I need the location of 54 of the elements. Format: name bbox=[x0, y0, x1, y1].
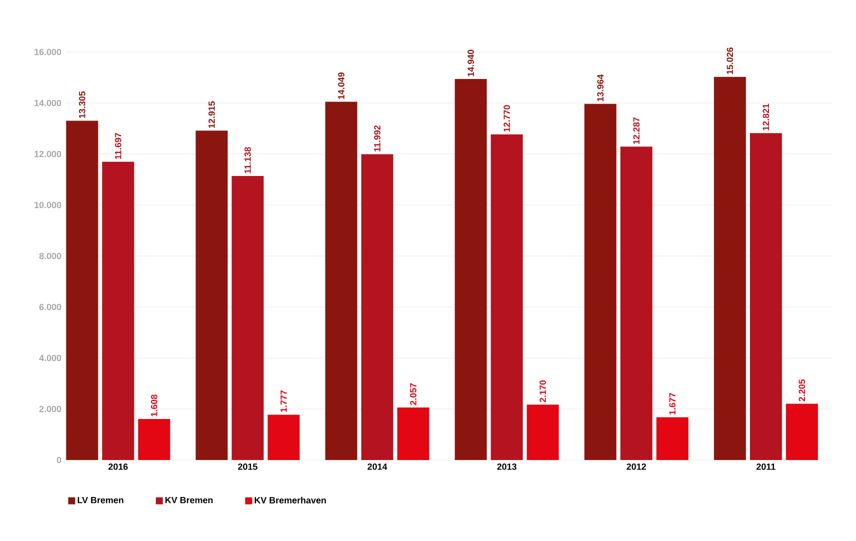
y-tick-label: 16.000 bbox=[34, 48, 62, 56]
x-tick-label: 2012 bbox=[626, 464, 646, 470]
bar bbox=[454, 79, 487, 460]
bar bbox=[750, 133, 782, 460]
y-tick-label: 4.000 bbox=[39, 354, 62, 362]
x-tick-label: 2011 bbox=[756, 464, 776, 470]
bar bbox=[66, 120, 98, 460]
y-tick-label: 2.000 bbox=[39, 406, 62, 412]
bar bbox=[656, 417, 688, 460]
y-tick-label: 0 bbox=[56, 456, 62, 464]
bar bbox=[196, 130, 228, 460]
bar bbox=[714, 76, 746, 460]
data-label: 12.770 bbox=[504, 105, 510, 132]
bar bbox=[232, 176, 264, 460]
legend-label: KV Bremerhaven bbox=[254, 496, 326, 504]
data-label: 2.205 bbox=[798, 379, 806, 402]
data-label: 2.057 bbox=[410, 383, 416, 406]
legend-label: KV Bremen bbox=[165, 496, 213, 504]
legend-label: LV Bremen bbox=[78, 496, 124, 504]
bar bbox=[526, 404, 559, 460]
bar bbox=[361, 154, 394, 460]
y-tick-label: 12.000 bbox=[34, 150, 62, 158]
x-tick-label: 2013 bbox=[497, 464, 516, 470]
data-label: 13.964 bbox=[597, 74, 604, 102]
data-label: 11.138 bbox=[244, 147, 251, 174]
data-label: 12.821 bbox=[762, 104, 770, 130]
bar bbox=[786, 404, 818, 460]
y-tick-label: 6.000 bbox=[39, 304, 62, 310]
data-label: 11.992 bbox=[374, 125, 380, 152]
data-label: 1.608 bbox=[150, 394, 158, 416]
x-tick-label: 2016 bbox=[108, 464, 128, 470]
data-label: 11.697 bbox=[114, 132, 122, 159]
data-label: 14.940 bbox=[468, 50, 474, 76]
x-tick-label: 2014 bbox=[368, 464, 388, 470]
x-tick-label: 2015 bbox=[238, 464, 258, 470]
data-label: 2.170 bbox=[540, 380, 546, 402]
bar bbox=[138, 418, 170, 460]
bar bbox=[268, 414, 300, 460]
data-label: 14.049 bbox=[338, 72, 344, 99]
bar bbox=[102, 162, 134, 460]
bar bbox=[620, 146, 652, 460]
bar bbox=[584, 104, 616, 460]
y-tick-label: 8.000 bbox=[39, 252, 62, 260]
bar bbox=[325, 102, 358, 460]
data-label: 12.287 bbox=[633, 117, 640, 144]
y-tick-label: 14.000 bbox=[34, 100, 62, 106]
data-label: 1.677 bbox=[669, 392, 676, 414]
data-label: 12.915 bbox=[208, 101, 215, 128]
bar bbox=[397, 408, 430, 460]
bar bbox=[490, 134, 523, 460]
data-label: 1.777 bbox=[280, 390, 287, 412]
data-label: 15.026 bbox=[726, 48, 734, 74]
data-label: 13.305 bbox=[78, 91, 86, 118]
y-tick-label: 10.000 bbox=[34, 202, 62, 208]
